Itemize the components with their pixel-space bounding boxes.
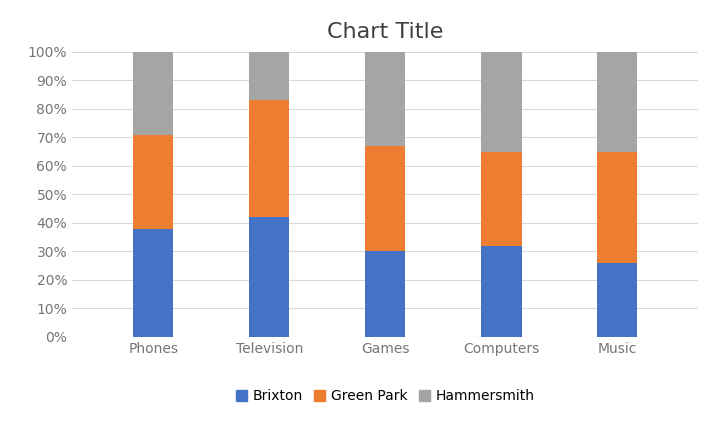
Bar [597, 52, 637, 152]
Bar [249, 100, 289, 217]
Bar [597, 152, 637, 263]
Bar [133, 229, 174, 337]
Bar [249, 52, 289, 100]
Bar [365, 52, 405, 146]
Legend: Brixton, Green Park, Hammersmith: Brixton, Green Park, Hammersmith [230, 384, 540, 409]
Bar [133, 52, 174, 134]
Bar [481, 152, 521, 246]
Bar [249, 217, 289, 337]
Bar [365, 146, 405, 251]
Bar [481, 52, 521, 152]
Bar [481, 246, 521, 337]
Bar [597, 263, 637, 337]
Title: Chart Title: Chart Title [327, 22, 444, 42]
Bar [133, 134, 174, 229]
Bar [365, 251, 405, 337]
